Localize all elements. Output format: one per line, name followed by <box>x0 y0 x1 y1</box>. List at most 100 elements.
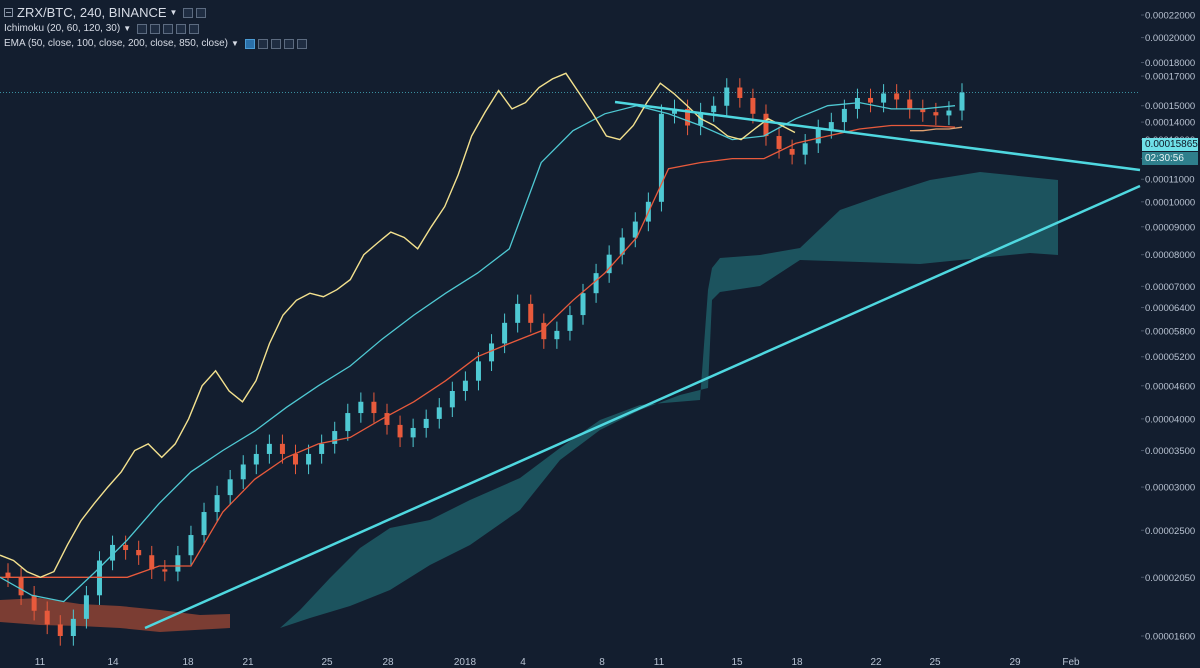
candle-body <box>606 254 612 274</box>
x-tick-label: 4 <box>520 657 526 668</box>
candle-body <box>149 555 155 570</box>
candle-body <box>763 113 769 137</box>
candle-body <box>384 413 390 425</box>
source-icon[interactable] <box>163 23 174 34</box>
candle-body <box>5 572 11 578</box>
kijun-line <box>0 124 956 578</box>
candle-body <box>70 618 76 636</box>
candle-body <box>279 443 285 454</box>
candle-body <box>750 97 756 114</box>
candle-body <box>214 495 220 513</box>
candle-body <box>789 148 795 155</box>
y-tick-label: 0.00018000 <box>1145 58 1195 69</box>
candle-body <box>841 108 847 123</box>
x-tick-label: 15 <box>731 657 743 668</box>
y-tick-label: 0.00002050 <box>1145 573 1195 584</box>
candle-body <box>815 128 821 144</box>
chart-legend: ZRX/BTC, 240, BINANCE ▼ Ichimoku (20, 60… <box>4 4 307 51</box>
x-tick-label: 25 <box>929 657 941 668</box>
x-tick-label: 11 <box>654 657 665 668</box>
candle-body <box>737 87 743 98</box>
candle-body <box>423 418 429 428</box>
y-tick-label: 0.00009000 <box>1145 222 1195 233</box>
more-icon[interactable] <box>283 38 294 49</box>
candle-body <box>907 99 913 109</box>
x-tick-label: 25 <box>321 657 333 668</box>
y-tick-label: 0.00001600 <box>1145 632 1195 643</box>
collapse-icon[interactable] <box>4 8 13 17</box>
symbol-label[interactable]: ZRX/BTC, 240, BINANCE <box>17 5 167 20</box>
candle-body <box>632 221 638 238</box>
more-icon[interactable] <box>176 23 187 34</box>
source-icon[interactable] <box>270 38 281 49</box>
candle-body <box>371 401 377 414</box>
candle-body <box>175 555 181 572</box>
x-tick-label: Feb <box>1062 657 1080 668</box>
bar-countdown-tag: 02:30:56 <box>1142 152 1198 165</box>
candle-body <box>528 303 534 323</box>
ema-label[interactable]: EMA (50, close, 100, close, 200, close, … <box>4 38 229 49</box>
candle-body <box>110 544 116 561</box>
chevron-down-icon[interactable]: ▼ <box>169 8 178 17</box>
candle-body <box>776 136 782 149</box>
candle-body <box>358 401 364 414</box>
x-tick-label: 28 <box>382 657 394 668</box>
candle-body <box>802 143 808 155</box>
candle-body <box>593 273 599 294</box>
candle-body <box>293 453 299 465</box>
tenkan-line <box>0 101 956 603</box>
x-tick-label: 18 <box>791 657 803 668</box>
candle-body <box>554 330 560 340</box>
y-tick-label: 0.00015000 <box>1145 101 1195 112</box>
settings-icon[interactable] <box>150 23 161 34</box>
candle-body <box>828 122 834 129</box>
y-tick-label: 0.00004600 <box>1145 381 1195 392</box>
close-icon[interactable] <box>296 38 307 49</box>
candle-body <box>489 343 495 362</box>
candle-body <box>319 443 325 454</box>
y-tick-label: 0.00022000 <box>1145 11 1195 22</box>
candle-body <box>266 443 272 454</box>
symbol-row[interactable]: ZRX/BTC, 240, BINANCE ▼ <box>4 4 307 21</box>
y-tick-label: 0.00002500 <box>1145 526 1195 537</box>
y-tick-label: 0.00008000 <box>1145 250 1195 261</box>
candle-body <box>227 479 233 496</box>
chevron-down-icon[interactable]: ▼ <box>231 39 239 48</box>
close-icon[interactable] <box>189 23 200 34</box>
y-tick-label: 0.00007000 <box>1145 282 1195 293</box>
candle-body <box>920 108 926 113</box>
x-tick-label: 22 <box>870 657 882 668</box>
settings-icon[interactable] <box>257 38 268 49</box>
close-icon[interactable] <box>196 7 207 18</box>
eye-icon[interactable] <box>137 23 148 34</box>
candle-body <box>18 577 24 596</box>
candle-body <box>580 293 586 316</box>
x-tick-label: 8 <box>599 657 605 668</box>
indicator-row-ichimoku[interactable]: Ichimoku (20, 60, 120, 30) ▼ <box>4 21 307 36</box>
candle-body <box>658 113 664 202</box>
y-tick-label: 0.00014000 <box>1145 118 1195 129</box>
y-tick-label: 0.00005200 <box>1145 352 1195 363</box>
candle-body <box>541 322 547 340</box>
candle-body <box>933 112 939 116</box>
x-tick-label: 18 <box>182 657 194 668</box>
candle-body <box>959 92 965 111</box>
candle-body <box>162 569 168 572</box>
candle-body <box>57 624 63 636</box>
candle-body <box>685 108 691 126</box>
x-tick-label: 11 <box>35 657 46 668</box>
candle-body <box>44 610 50 625</box>
eye-icon[interactable] <box>244 38 255 49</box>
candle-body <box>881 93 887 103</box>
ichimoku-label[interactable]: Ichimoku (20, 60, 120, 30) <box>4 23 121 34</box>
indicator-row-ema[interactable]: EMA (50, close, 100, close, 200, close, … <box>4 36 307 51</box>
candle-body <box>475 361 481 381</box>
y-tick-label: 0.00005800 <box>1145 326 1195 337</box>
y-tick-label: 0.00017000 <box>1145 72 1195 83</box>
chevron-down-icon[interactable]: ▼ <box>123 24 132 33</box>
ichimoku-cloud-bear <box>0 598 230 632</box>
settings-icon[interactable] <box>183 7 194 18</box>
candle-body <box>188 535 194 556</box>
